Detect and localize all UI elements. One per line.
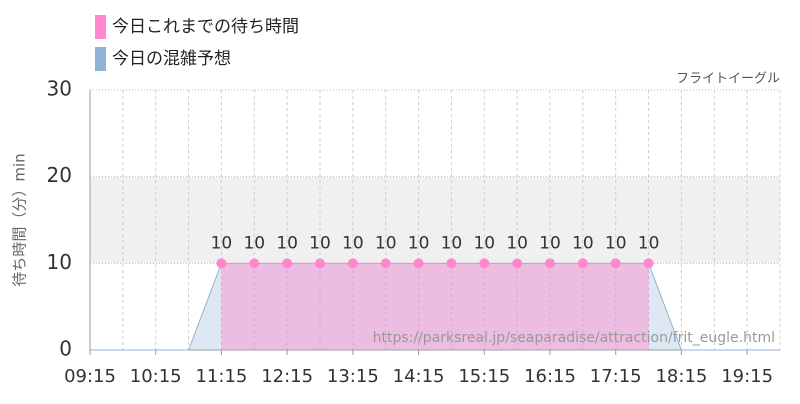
point bbox=[479, 258, 490, 269]
data-label: 10 bbox=[211, 233, 233, 253]
data-label: 10 bbox=[342, 233, 364, 253]
data-label: 10 bbox=[506, 233, 528, 253]
data-label: 10 bbox=[572, 233, 594, 253]
y-tick-label: 30 bbox=[47, 77, 72, 101]
point bbox=[643, 258, 654, 269]
y-tick-label: 20 bbox=[47, 163, 72, 187]
x-tick-label: 12:15 bbox=[261, 366, 313, 387]
data-label: 10 bbox=[638, 233, 660, 253]
watermark: https://parksreal.jp/seaparadise/attract… bbox=[373, 330, 775, 346]
legend-label: 今日の混雑予想 bbox=[112, 49, 231, 69]
legend-label: 今日これまでの待ち時間 bbox=[112, 17, 299, 37]
x-tick-label: 17:15 bbox=[590, 366, 642, 387]
point bbox=[577, 258, 588, 269]
data-label: 10 bbox=[473, 233, 495, 253]
point bbox=[347, 258, 358, 269]
legend-swatch bbox=[95, 15, 106, 39]
data-label: 10 bbox=[375, 233, 397, 253]
point bbox=[315, 258, 325, 269]
x-tick-label: 10:15 bbox=[130, 366, 182, 387]
y-axis-label: 待ち時間（分）min bbox=[11, 153, 29, 286]
point bbox=[282, 258, 293, 269]
data-label: 10 bbox=[276, 233, 298, 253]
legend-swatch bbox=[95, 47, 106, 71]
x-tick-label: 11:15 bbox=[195, 366, 247, 387]
x-tick-label: 09:15 bbox=[64, 366, 116, 387]
data-label: 10 bbox=[605, 233, 627, 253]
data-label: 10 bbox=[309, 233, 331, 253]
data-label: 10 bbox=[243, 233, 265, 253]
point bbox=[512, 258, 523, 269]
point bbox=[446, 258, 457, 269]
series-area bbox=[90, 263, 780, 350]
x-tick-label: 18:15 bbox=[655, 366, 707, 387]
point bbox=[610, 258, 621, 269]
x-tick-label: 16:15 bbox=[524, 366, 576, 387]
x-tick-label: 13:15 bbox=[327, 366, 379, 387]
data-label: 10 bbox=[539, 233, 561, 253]
point bbox=[249, 258, 260, 269]
point bbox=[413, 258, 424, 269]
data-label: 10 bbox=[441, 233, 463, 253]
series-area bbox=[221, 263, 649, 350]
data-label: 10 bbox=[408, 233, 430, 253]
chart-subtitle: フライトイーグル bbox=[676, 72, 780, 87]
point bbox=[216, 258, 227, 269]
x-tick-label: 15:15 bbox=[458, 366, 510, 387]
band bbox=[90, 176, 780, 264]
x-tick-label: 19:15 bbox=[721, 366, 773, 387]
x-tick-label: 14:15 bbox=[393, 366, 445, 387]
point bbox=[545, 258, 555, 269]
y-tick-label: 10 bbox=[47, 250, 72, 274]
y-tick-label: 0 bbox=[59, 337, 72, 361]
point bbox=[380, 258, 391, 269]
